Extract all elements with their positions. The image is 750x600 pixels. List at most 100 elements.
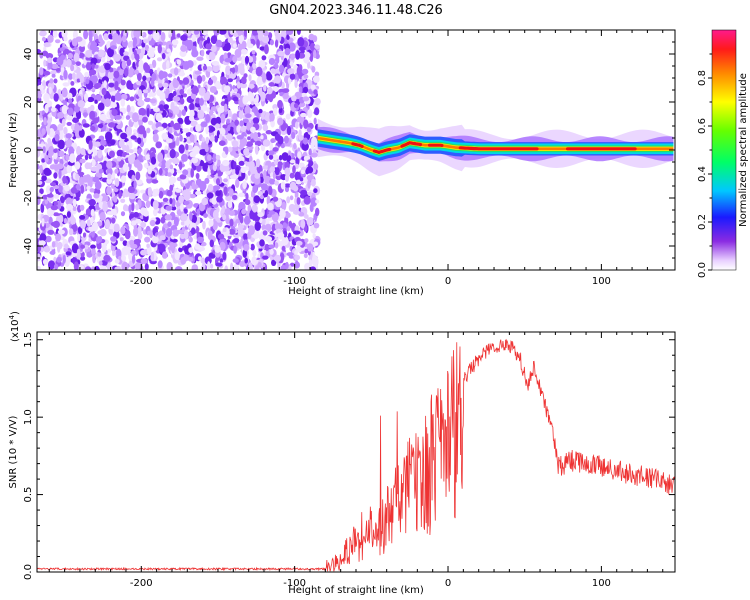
noise-cell (257, 191, 263, 196)
noise-cell (215, 190, 221, 197)
noise-cell (121, 35, 127, 43)
noise-cell (47, 229, 55, 235)
noise-cell (113, 70, 120, 79)
noise-cell (308, 33, 315, 41)
noise-cell (213, 30, 220, 36)
noise-cell (57, 243, 61, 253)
noise-cell (120, 211, 126, 217)
noise-cell (41, 50, 49, 57)
noise-cell (168, 82, 173, 93)
noise-cell (244, 257, 248, 264)
x-tick-label: -200 (130, 578, 153, 589)
noise-cell (225, 217, 231, 225)
noise-cell (252, 117, 260, 125)
noise-cell (97, 252, 102, 257)
noise-cell (108, 82, 115, 88)
noise-cell (136, 81, 142, 86)
noise-cell (47, 61, 53, 70)
noise-cell (233, 245, 238, 254)
noise-cell (98, 236, 103, 243)
noise-cell (51, 63, 59, 69)
noise-cell (91, 63, 95, 69)
noise-cell (152, 31, 160, 41)
noise-cell (288, 265, 292, 270)
noise-cell (74, 105, 80, 113)
noise-cell (253, 98, 258, 103)
noise-cell (237, 227, 244, 237)
noise-cell (241, 208, 247, 215)
noise-cell (203, 213, 208, 219)
noise-cell (304, 262, 311, 270)
noise-cell (264, 112, 271, 122)
noise-cell (109, 150, 115, 158)
noise-cell (57, 123, 64, 132)
noise-cell (78, 265, 85, 270)
noise-cell (114, 80, 119, 91)
noise-cell (303, 155, 309, 161)
noise-cell (106, 186, 112, 196)
noise-cell (57, 150, 65, 157)
noise-cell (188, 115, 195, 122)
noise-cell (153, 107, 160, 113)
noise-cell (268, 93, 274, 103)
noise-cell (90, 166, 98, 172)
noise-cell (158, 190, 164, 199)
noise-cell (247, 204, 252, 213)
noise-cell (250, 243, 255, 251)
noise-cell (84, 71, 89, 78)
noise-cell (204, 177, 210, 184)
noise-cell (72, 72, 76, 80)
noise-cell (182, 127, 190, 133)
noise-cell (70, 81, 75, 86)
noise-cell (173, 216, 179, 227)
noise-cell (180, 203, 184, 212)
noise-cell (251, 256, 257, 266)
noise-cell (252, 185, 258, 194)
noise-cell (268, 150, 275, 156)
noise-cell (229, 218, 234, 227)
noise-cell (39, 233, 47, 242)
noise-cell (47, 34, 54, 43)
noise-cell (230, 146, 239, 152)
noise-cell (114, 115, 122, 120)
noise-cell (262, 124, 269, 132)
noise-cell (266, 86, 273, 95)
noise-cell (53, 93, 59, 102)
noise-cell (143, 39, 149, 44)
noise-cell (164, 214, 172, 221)
noise-cell (247, 56, 254, 63)
noise-cell (128, 204, 132, 214)
noise-cell (176, 136, 180, 146)
noise-cell (312, 255, 318, 265)
noise-cell (196, 165, 202, 171)
noise-cell (80, 244, 85, 249)
noise-cell (311, 66, 316, 73)
noise-cell (274, 242, 279, 249)
noise-cell (225, 146, 229, 155)
noise-cell (84, 154, 89, 161)
noise-cell (295, 50, 300, 60)
noise-cell (207, 183, 214, 192)
noise-cell (289, 73, 296, 80)
noise-cell (137, 89, 143, 98)
snr-series-line (37, 338, 675, 572)
noise-cell (63, 69, 68, 80)
noise-cell (228, 228, 236, 235)
noise-cell (85, 62, 92, 71)
noise-cell (159, 91, 166, 101)
noise-cell (41, 218, 45, 227)
noise-cell (135, 171, 141, 181)
noise-cell (68, 228, 74, 236)
noise-cell (239, 120, 245, 127)
noise-cell (119, 47, 125, 57)
signal-peak (400, 141, 422, 148)
noise-cell (253, 195, 261, 204)
noise-cell (306, 243, 314, 252)
noise-cell (303, 74, 309, 79)
noise-cell (116, 124, 123, 130)
noise-cell (203, 91, 211, 101)
noise-cell (93, 187, 101, 196)
noise-cell (242, 249, 248, 258)
noise-cell (178, 194, 185, 204)
